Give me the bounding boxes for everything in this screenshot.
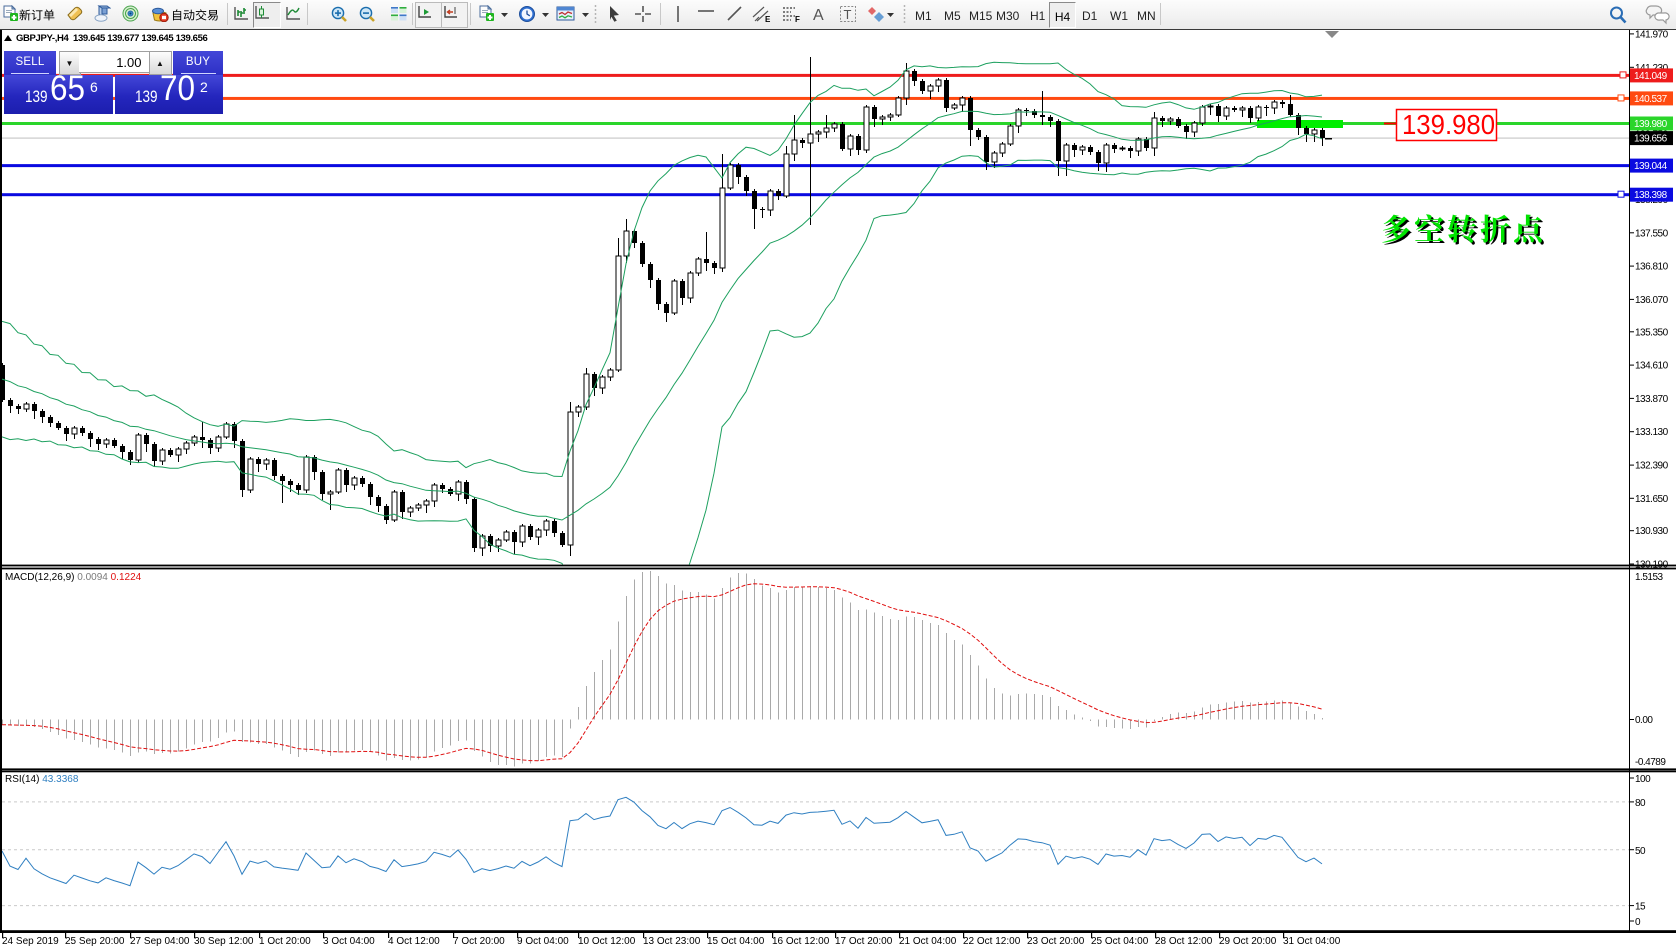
svg-text:GBPJPY-,H4 139.645 139.677 13: GBPJPY-,H4 139.645 139.677 139.645 139.6… (16, 33, 208, 44)
svg-text:22 Oct 12:00: 22 Oct 12:00 (963, 936, 1021, 947)
svg-text:30 Sep 12:00: 30 Sep 12:00 (194, 936, 254, 947)
svg-text:50: 50 (1635, 846, 1646, 857)
svg-text:139.980: 139.980 (1402, 109, 1495, 140)
svg-text:16 Oct 12:00: 16 Oct 12:00 (772, 936, 830, 947)
svg-text:15 Oct 04:00: 15 Oct 04:00 (707, 936, 765, 947)
svg-text:MACD(12,26,9) 0.0094 0.1224: MACD(12,26,9) 0.0094 0.1224 (5, 572, 142, 583)
svg-text:132.390: 132.390 (1635, 461, 1669, 472)
svg-text:31 Oct 04:00: 31 Oct 04:00 (1283, 936, 1341, 947)
svg-text:141.970: 141.970 (1635, 29, 1669, 40)
svg-text:RSI(14) 43.3368: RSI(14) 43.3368 (5, 774, 79, 785)
svg-text:23 Oct 20:00: 23 Oct 20:00 (1027, 936, 1085, 947)
svg-text:141.049: 141.049 (1634, 71, 1668, 82)
svg-text:141.230: 141.230 (1635, 63, 1669, 74)
svg-text:15: 15 (1635, 902, 1646, 913)
svg-text:100: 100 (1635, 774, 1651, 785)
svg-text:29 Oct 20:00: 29 Oct 20:00 (1219, 936, 1277, 947)
svg-text:F: F (795, 15, 800, 23)
svg-text:21 Oct 04:00: 21 Oct 04:00 (899, 936, 957, 947)
svg-text:140.537: 140.537 (1634, 94, 1668, 105)
svg-text:139.656: 139.656 (1634, 134, 1668, 145)
svg-text:E: E (765, 15, 771, 23)
svg-text:-0.4789: -0.4789 (1635, 757, 1666, 768)
svg-text:80: 80 (1635, 798, 1646, 809)
svg-text:4 Oct 12:00: 4 Oct 12:00 (388, 936, 440, 947)
svg-text:133.130: 133.130 (1635, 427, 1669, 438)
svg-text:9 Oct 04:00: 9 Oct 04:00 (517, 936, 569, 947)
svg-text:139.044: 139.044 (1634, 161, 1668, 172)
svg-text:131.650: 131.650 (1635, 494, 1669, 505)
svg-text:0.00: 0.00 (1635, 715, 1653, 726)
svg-text:133.870: 133.870 (1635, 394, 1669, 405)
svg-text:24 Sep 2019: 24 Sep 2019 (2, 936, 59, 947)
svg-text:7 Oct 20:00: 7 Oct 20:00 (453, 936, 505, 947)
svg-text:17 Oct 20:00: 17 Oct 20:00 (835, 936, 893, 947)
svg-text:135.350: 135.350 (1635, 327, 1669, 338)
svg-text:A: A (813, 7, 824, 23)
svg-text:130.930: 130.930 (1635, 526, 1669, 537)
svg-text:136.070: 136.070 (1635, 295, 1669, 306)
svg-text:28 Oct 12:00: 28 Oct 12:00 (1155, 936, 1213, 947)
svg-text:139.980: 139.980 (1634, 119, 1668, 130)
svg-text:13 Oct 23:00: 13 Oct 23:00 (643, 936, 701, 947)
svg-text:137.550: 137.550 (1635, 228, 1669, 239)
svg-text:27 Sep 04:00: 27 Sep 04:00 (130, 936, 190, 947)
svg-text:1 Oct 20:00: 1 Oct 20:00 (259, 936, 311, 947)
svg-text:1.5153: 1.5153 (1635, 572, 1664, 583)
svg-text:25 Sep 20:00: 25 Sep 20:00 (65, 936, 125, 947)
svg-text:130.190: 130.190 (1635, 560, 1669, 571)
svg-text:3 Oct 04:00: 3 Oct 04:00 (323, 936, 375, 947)
svg-text:134.610: 134.610 (1635, 361, 1669, 372)
svg-text:10 Oct 12:00: 10 Oct 12:00 (578, 936, 636, 947)
svg-text:0: 0 (1635, 917, 1641, 928)
svg-text:136.810: 136.810 (1635, 262, 1669, 273)
svg-text:25 Oct 04:00: 25 Oct 04:00 (1091, 936, 1149, 947)
svg-text:138.398: 138.398 (1634, 190, 1668, 201)
svg-text:T: T (844, 7, 852, 22)
